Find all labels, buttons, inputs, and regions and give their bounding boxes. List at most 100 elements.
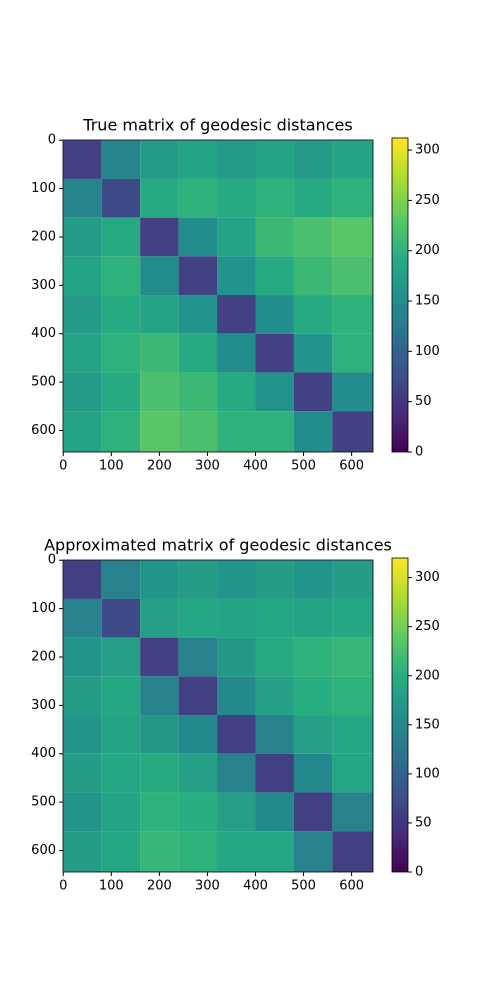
y-tick-label: 400 <box>31 746 56 761</box>
cell <box>293 753 333 793</box>
colorbar-tick-label: 200 <box>415 668 440 683</box>
cell <box>255 715 294 754</box>
cell <box>217 637 256 677</box>
x-tick-label: 400 <box>243 459 268 474</box>
cell <box>63 715 102 754</box>
cell <box>63 560 102 599</box>
y-tick-label: 0 <box>48 553 56 568</box>
cell <box>255 637 294 677</box>
y-tick-label: 600 <box>31 423 56 438</box>
cell <box>255 831 294 872</box>
cell <box>293 676 333 716</box>
cell <box>332 372 373 412</box>
cell <box>293 598 333 638</box>
cell <box>255 295 294 334</box>
cell <box>255 792 294 832</box>
x-tick-label: 300 <box>195 879 220 894</box>
cell <box>101 411 141 452</box>
cell <box>332 411 373 452</box>
cell <box>178 831 218 872</box>
cell <box>140 333 179 373</box>
cell <box>293 372 333 412</box>
x-tick-label: 0 <box>59 879 67 894</box>
cell <box>101 792 141 832</box>
colorbar-tick-label: 200 <box>415 243 440 258</box>
cell <box>217 295 256 334</box>
cell <box>255 333 294 373</box>
cell <box>332 217 373 257</box>
cell <box>101 140 141 179</box>
cell <box>217 792 256 832</box>
cell <box>140 637 179 677</box>
cell <box>63 295 102 334</box>
cell <box>293 178 333 218</box>
cell <box>101 256 141 296</box>
cell <box>293 637 333 677</box>
cell <box>63 178 102 218</box>
cell <box>255 178 294 218</box>
cell <box>140 372 179 412</box>
cell <box>63 831 102 872</box>
cell <box>178 295 218 334</box>
cell <box>63 637 102 677</box>
x-tick-label: 100 <box>99 459 124 474</box>
y-tick-label: 600 <box>31 843 56 858</box>
cell <box>178 753 218 793</box>
x-tick-label: 0 <box>59 459 67 474</box>
cell <box>63 217 102 257</box>
cell <box>101 295 141 334</box>
cell <box>217 256 256 296</box>
cell <box>293 715 333 754</box>
y-tick-label: 500 <box>31 375 56 390</box>
cell <box>217 372 256 412</box>
cell <box>332 792 373 832</box>
colorbar-tick-label: 0 <box>415 865 423 880</box>
cell <box>101 598 141 638</box>
cell <box>63 598 102 638</box>
cell <box>178 715 218 754</box>
y-tick-label: 300 <box>31 278 56 293</box>
x-tick-label: 600 <box>339 459 364 474</box>
cell <box>101 676 141 716</box>
cell <box>140 217 179 257</box>
cell <box>332 753 373 793</box>
x-tick-label: 100 <box>99 879 124 894</box>
chart-title: Approximated matrix of geodesic distance… <box>44 536 392 555</box>
plot-frame <box>62 139 374 453</box>
y-tick-label: 500 <box>31 795 56 810</box>
cell <box>63 140 102 179</box>
colorbar-tick-label: 250 <box>415 193 440 208</box>
cell <box>293 560 333 599</box>
cell <box>217 560 256 599</box>
cell <box>332 295 373 334</box>
cell <box>255 372 294 412</box>
plot-frame <box>62 559 374 873</box>
cell <box>140 598 179 638</box>
cell <box>63 372 102 412</box>
cell <box>178 598 218 638</box>
cell <box>178 792 218 832</box>
cell <box>140 792 179 832</box>
cell <box>332 178 373 218</box>
colorbar <box>391 137 409 453</box>
cell <box>217 715 256 754</box>
y-tick-label: 0 <box>48 133 56 148</box>
cell <box>140 140 179 179</box>
cell <box>63 333 102 373</box>
cell <box>101 715 141 754</box>
colorbar-tick-label: 300 <box>415 143 440 158</box>
y-tick-label: 300 <box>31 698 56 713</box>
cell <box>217 598 256 638</box>
cell <box>255 598 294 638</box>
cell <box>217 140 256 179</box>
colorbar-tick-label: 0 <box>415 445 423 460</box>
cell <box>293 140 333 179</box>
cell <box>178 256 218 296</box>
cell <box>332 676 373 716</box>
cell <box>293 256 333 296</box>
y-tick-label: 100 <box>31 601 56 616</box>
chart-title: True matrix of geodesic distances <box>82 116 352 135</box>
cell <box>101 831 141 872</box>
cell <box>255 411 294 452</box>
